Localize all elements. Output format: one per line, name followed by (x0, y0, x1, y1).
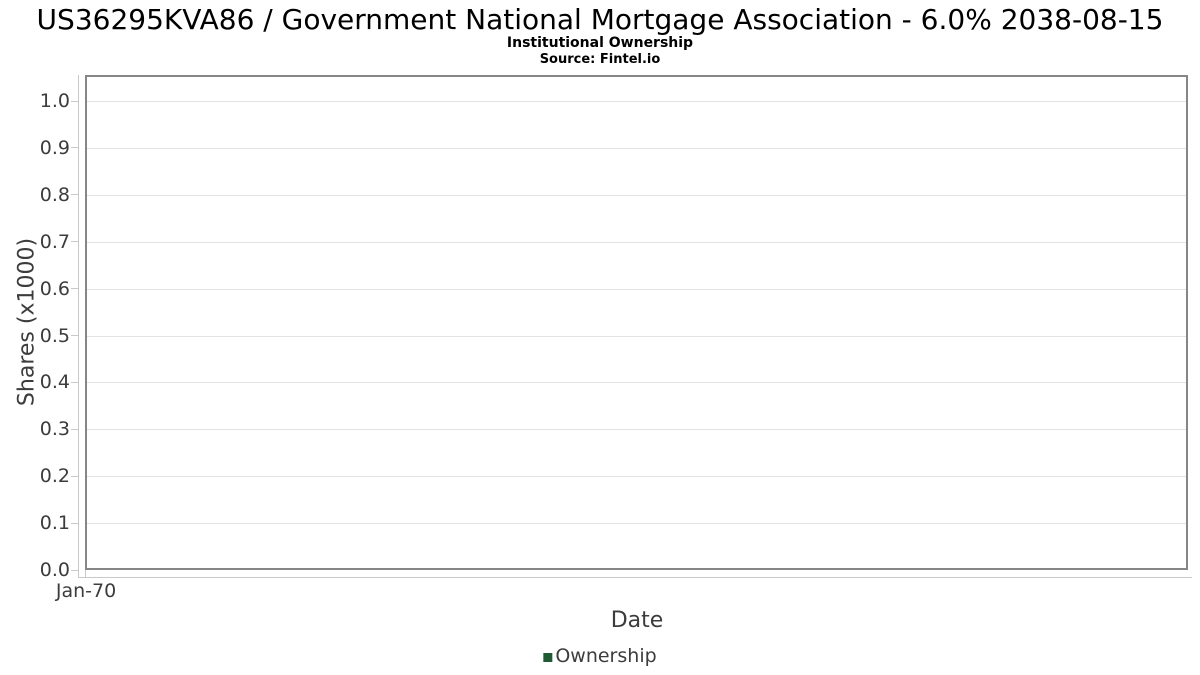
y-gridline (87, 288, 1186, 290)
chart-title: US36295KVA86 / Government National Mortg… (36, 3, 1164, 36)
legend: Ownership (543, 645, 657, 667)
y-tick-mark (71, 100, 78, 102)
y-tick-label: 0.3 (39, 418, 70, 441)
x-tick-label: Jan-70 (55, 580, 117, 602)
y-tick-label: 0.4 (39, 371, 70, 394)
chart-subtitle: Institutional Ownership (506, 35, 694, 51)
y-gridline (87, 382, 1186, 384)
y-gridline (87, 147, 1186, 149)
y-tick-label: 0.2 (39, 465, 70, 488)
y-tick-label: 1.0 (39, 90, 70, 112)
y-tick-label: 0.1 (39, 512, 70, 535)
y-gridline (87, 476, 1186, 478)
y-tick-label: 0.6 (39, 277, 70, 300)
y-gridline (87, 241, 1186, 243)
y-tick-label: 0.5 (39, 324, 70, 347)
y-tick-label: 0.0 (39, 559, 70, 581)
chart-source: Source: Fintel.io (539, 52, 661, 67)
legend-label-ownership: Ownership (555, 645, 657, 667)
x-tick-mark (85, 570, 86, 577)
y-gridline (87, 194, 1186, 196)
x-axis-line (78, 577, 1192, 578)
y-gridline (87, 335, 1186, 337)
y-tick-mark (71, 569, 78, 571)
y-tick-mark (71, 381, 78, 383)
y-tick-mark (71, 194, 78, 196)
y-axis-line (78, 75, 79, 577)
legend-swatch-ownership (543, 652, 553, 662)
y-tick-label: 0.9 (39, 136, 70, 159)
plot-area (85, 75, 1188, 570)
y-tick-mark (71, 241, 78, 243)
y-tick-mark (71, 475, 78, 477)
y-tick-label: 0.7 (39, 230, 70, 253)
y-gridline (87, 429, 1186, 431)
y-tick-mark (71, 288, 78, 290)
y-gridline (87, 523, 1186, 525)
y-tick-mark (71, 147, 78, 149)
y-tick-mark (71, 428, 78, 430)
y-gridline (87, 101, 1186, 102)
y-tick-mark (71, 335, 78, 336)
x-axis-label: Date (610, 608, 664, 633)
y-tick-mark (71, 522, 78, 524)
y-tick-label: 0.8 (39, 183, 70, 206)
